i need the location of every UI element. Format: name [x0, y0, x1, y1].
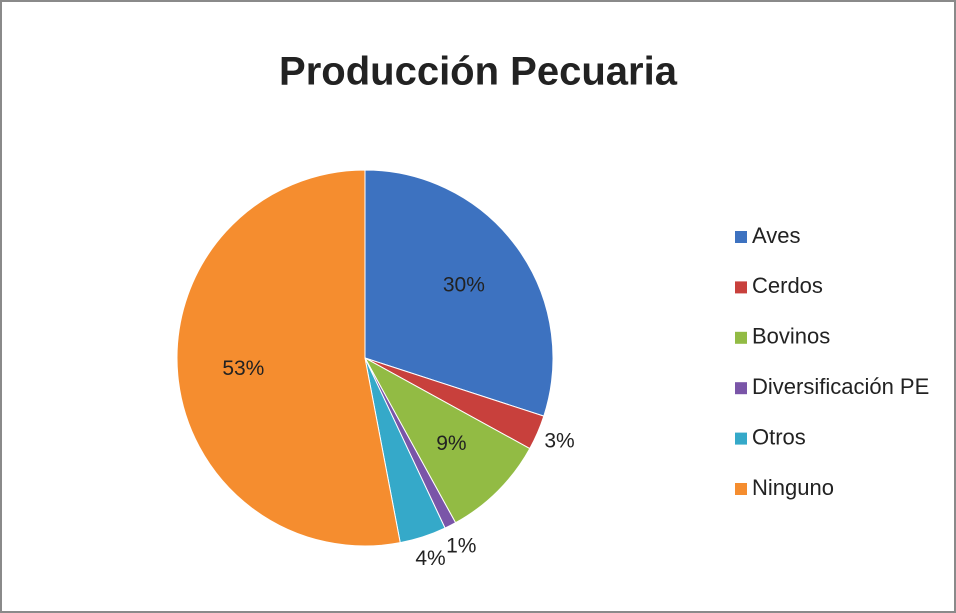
legend-label: Diversificación PE — [752, 374, 929, 399]
data-label: 53% — [222, 357, 264, 380]
legend-swatch — [735, 483, 747, 495]
legend-swatch — [735, 231, 747, 243]
pie-slice — [363, 356, 531, 524]
data-label: 1% — [446, 534, 476, 557]
legend-label: Aves — [752, 223, 801, 248]
legend-label: Bovinos — [752, 324, 830, 349]
chart-title: Producción Pecuaria — [279, 50, 678, 94]
legend-swatch — [735, 281, 747, 294]
legend-swatch — [735, 382, 747, 395]
legend-label: Cerdos — [752, 273, 823, 298]
legend-label: Otros — [752, 424, 806, 449]
legend-swatch — [735, 331, 747, 344]
data-label: 4% — [415, 547, 445, 570]
legend-label: Ninguno — [752, 475, 834, 500]
pie-slice — [176, 169, 401, 547]
data-label: 30% — [443, 274, 485, 297]
data-label: 3% — [544, 430, 574, 453]
legend-swatch — [735, 432, 747, 445]
pie-slice — [364, 169, 554, 417]
data-label: 9% — [436, 432, 466, 455]
